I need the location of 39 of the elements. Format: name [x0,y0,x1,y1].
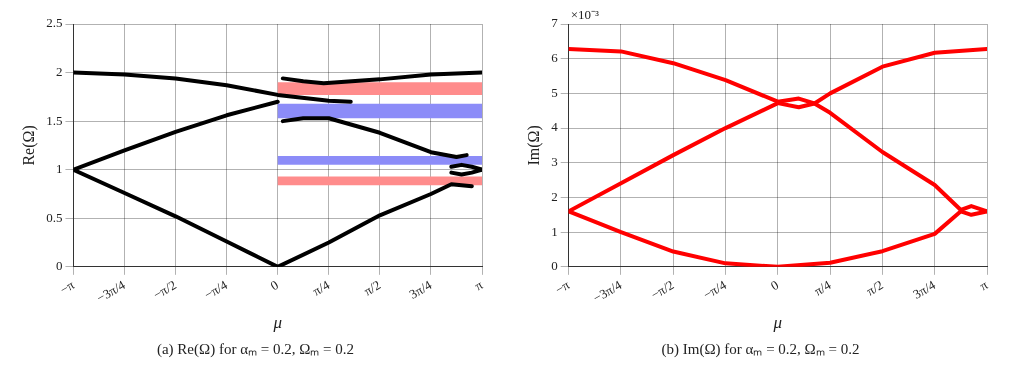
y-tick-label: 6 [550,50,558,66]
y-tick-label: 1 [550,223,558,239]
x-tick-label: −3π/4 [93,276,128,306]
text: (a) Re(Ω) for αₘ = 0.2, Ωₘ = 0.2 [156,340,355,358]
y-tick-label: 0 [550,258,558,274]
x-tick-label: −π/4 [700,276,729,303]
text: (b) Im(Ω) for αₘ = 0.2, Ωₘ = 0.2 [661,340,860,358]
x-tick-label: −π/2 [150,277,179,303]
y-tick-label: 2 [55,63,62,79]
x-tick-label: 3π/4 [909,276,938,302]
x-tick-label: π/4 [309,276,332,299]
x-tick-label: −π/4 [201,276,230,303]
y-tick-label: 2 [550,188,558,204]
x-axis-title: μ [772,313,782,333]
x-tick-label: π/2 [863,277,886,299]
x-tick-label: 0 [767,277,781,294]
x-tick-label: −π [56,276,77,298]
y-axis-title: Re(Ω) [19,125,38,166]
y-tick-label: 1 [55,161,62,177]
x-tick-label: π/2 [360,277,383,299]
x-tick-label: −π [551,276,572,298]
x-tick-label: 3π/4 [406,276,435,302]
y-tick-label: 7 [550,15,558,31]
y-tick-label: 2.5 [45,15,62,31]
x-axis-title: μ [271,313,282,333]
y-tick-label: 4 [550,119,558,135]
y-tick-label: 0 [55,258,62,274]
x-tick-label: −3π/4 [589,276,625,306]
x-tick-label: π/4 [810,276,834,299]
x-tick-label: −π/2 [647,277,676,303]
x-tick-label: π [471,276,486,294]
y-tick-label: 0.5 [45,209,62,225]
text: ×10⁻³ [570,6,599,22]
x-tick-label: 0 [267,277,281,294]
y-tick-label: 5 [550,84,558,100]
y-tick-label: 3 [550,154,558,170]
y-tick-label: 1.5 [45,112,62,128]
y-axis-title: Im(Ω) [524,125,543,166]
x-tick-label: π [976,276,991,294]
